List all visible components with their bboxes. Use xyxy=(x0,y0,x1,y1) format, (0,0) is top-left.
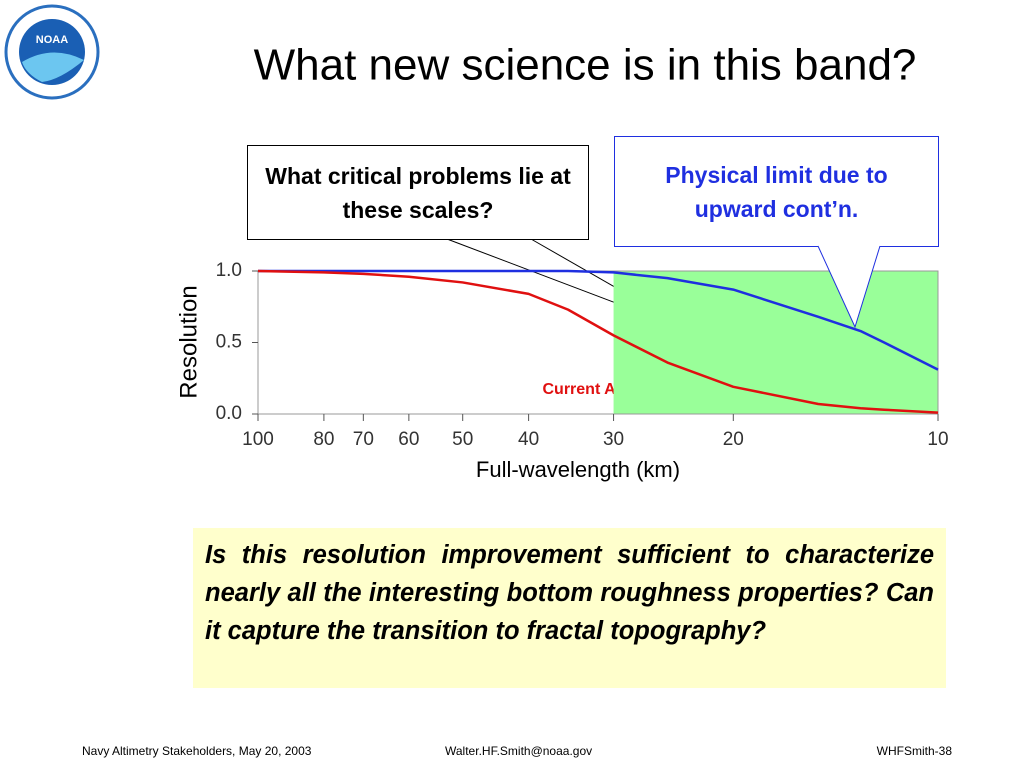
logo-wave xyxy=(22,52,84,82)
x-tick-label: 80 xyxy=(313,429,334,450)
footer-right: WHFSmith-38 xyxy=(876,744,952,758)
series-line xyxy=(258,269,939,371)
footer-center: Walter.HF.Smith@noaa.gov xyxy=(445,744,593,758)
series-line xyxy=(257,269,939,414)
shaded-region xyxy=(613,271,938,414)
annotation-box: What critical problems lie at these scal… xyxy=(247,145,589,240)
y-tick-label: 0.5 xyxy=(216,332,242,353)
y-tick-label: 0.0 xyxy=(216,403,242,424)
logo-text: NOAA xyxy=(36,34,68,46)
slide-title: What new science is in this band? xyxy=(254,41,917,90)
y-axis-label: Resolution xyxy=(175,285,202,398)
x-axis-label: Full-wavelength (km) xyxy=(476,457,680,482)
question-text: Is this resolution improvement sufficien… xyxy=(193,528,946,688)
x-tick-label: 100 xyxy=(242,429,274,450)
x-tick-label: 30 xyxy=(603,429,624,450)
x-tick-label: 50 xyxy=(452,429,473,450)
logo: NOAA xyxy=(4,4,100,100)
annotation-box: Physical limit due to upward cont’n. xyxy=(614,136,939,247)
y-tick-label: 1.0 xyxy=(216,260,242,281)
x-tick-label: 70 xyxy=(353,429,374,450)
footer-left: Navy Altimetry Stakeholders, May 20, 200… xyxy=(82,744,312,758)
x-tick-label: 40 xyxy=(518,429,539,450)
x-tick-label: 10 xyxy=(927,429,948,450)
x-tick-label: 20 xyxy=(723,429,744,450)
x-tick-label: 60 xyxy=(398,429,419,450)
